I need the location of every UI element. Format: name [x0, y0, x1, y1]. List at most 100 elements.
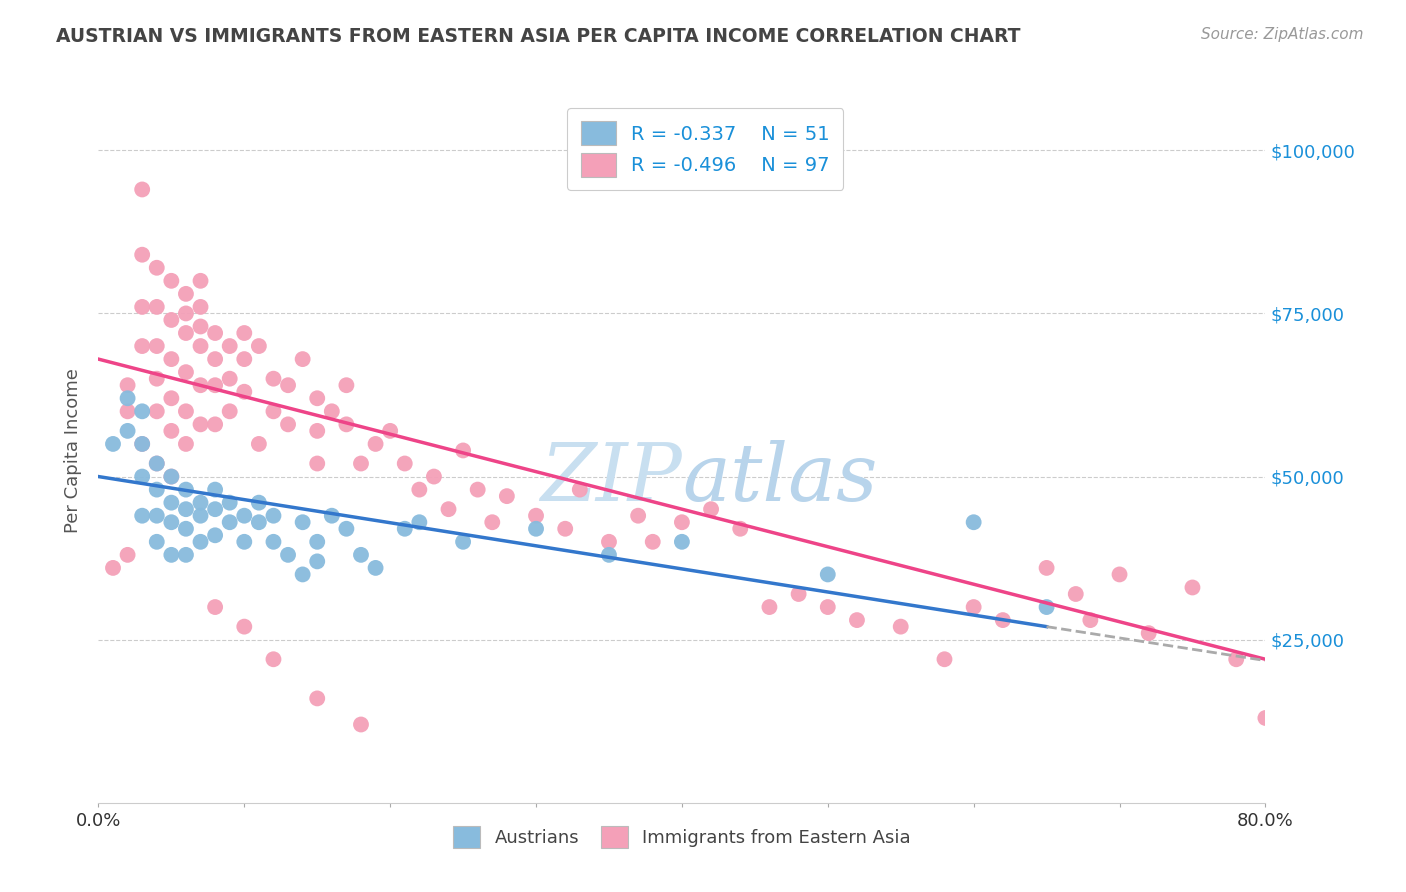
Point	[321, 404, 343, 418]
Point	[321, 508, 343, 523]
Point	[117, 424, 139, 438]
Point	[1035, 561, 1057, 575]
Point	[291, 515, 314, 529]
Point	[146, 260, 169, 275]
Point	[291, 567, 314, 582]
Point	[204, 378, 226, 392]
Point	[554, 522, 576, 536]
Point	[131, 437, 153, 451]
Point	[671, 534, 693, 549]
Text: Source: ZipAtlas.com: Source: ZipAtlas.com	[1201, 27, 1364, 42]
Point	[817, 567, 839, 582]
Point	[451, 443, 474, 458]
Text: ZIP: ZIP	[540, 440, 682, 517]
Point	[700, 502, 723, 516]
Point	[190, 300, 212, 314]
Point	[1181, 581, 1204, 595]
Point	[101, 437, 124, 451]
Point	[160, 548, 183, 562]
Point	[233, 508, 256, 523]
Point	[437, 502, 460, 516]
Point	[160, 274, 183, 288]
Point	[934, 652, 956, 666]
Point	[307, 424, 329, 438]
Point	[146, 457, 169, 471]
Point	[1225, 652, 1247, 666]
Point	[408, 515, 430, 529]
Point	[190, 534, 212, 549]
Point	[204, 417, 226, 432]
Point	[1080, 613, 1102, 627]
Point	[204, 528, 226, 542]
Point	[146, 339, 169, 353]
Point	[160, 469, 183, 483]
Point	[131, 404, 153, 418]
Point	[190, 417, 212, 432]
Point	[1137, 626, 1160, 640]
Point	[146, 404, 169, 418]
Point	[204, 352, 226, 367]
Point	[262, 508, 284, 523]
Point	[160, 391, 183, 405]
Point	[131, 300, 153, 314]
Point	[174, 404, 197, 418]
Point	[1064, 587, 1087, 601]
Point	[350, 457, 373, 471]
Point	[233, 619, 256, 633]
Point	[174, 365, 197, 379]
Point	[335, 378, 357, 392]
Point	[598, 534, 620, 549]
Point	[247, 339, 270, 353]
Point	[146, 300, 169, 314]
Point	[262, 652, 284, 666]
Point	[890, 619, 912, 633]
Point	[335, 522, 357, 536]
Point	[131, 339, 153, 353]
Point	[247, 496, 270, 510]
Point	[277, 417, 299, 432]
Point	[146, 372, 169, 386]
Point	[160, 352, 183, 367]
Point	[233, 352, 256, 367]
Point	[233, 384, 256, 399]
Point	[204, 326, 226, 340]
Point	[1254, 711, 1277, 725]
Point	[962, 515, 984, 529]
Point	[131, 437, 153, 451]
Point	[101, 561, 124, 575]
Point	[190, 274, 212, 288]
Point	[524, 522, 547, 536]
Point	[174, 437, 197, 451]
Point	[204, 502, 226, 516]
Point	[131, 469, 153, 483]
Point	[174, 548, 197, 562]
Point	[146, 457, 169, 471]
Point	[291, 352, 314, 367]
Point	[247, 515, 270, 529]
Point	[394, 457, 416, 471]
Point	[568, 483, 591, 497]
Point	[146, 483, 169, 497]
Point	[233, 534, 256, 549]
Point	[174, 502, 197, 516]
Point	[481, 515, 503, 529]
Point	[262, 372, 284, 386]
Point	[364, 561, 387, 575]
Point	[262, 534, 284, 549]
Point	[394, 522, 416, 536]
Point	[204, 600, 226, 615]
Point	[496, 489, 519, 503]
Point	[218, 372, 240, 386]
Point	[380, 424, 402, 438]
Point	[174, 286, 197, 301]
Point	[467, 483, 489, 497]
Point	[277, 378, 299, 392]
Point	[730, 522, 752, 536]
Point	[117, 404, 139, 418]
Legend: Austrians, Immigrants from Eastern Asia: Austrians, Immigrants from Eastern Asia	[444, 817, 920, 857]
Point	[218, 515, 240, 529]
Point	[190, 378, 212, 392]
Point	[131, 182, 153, 196]
Point	[131, 508, 153, 523]
Point	[160, 424, 183, 438]
